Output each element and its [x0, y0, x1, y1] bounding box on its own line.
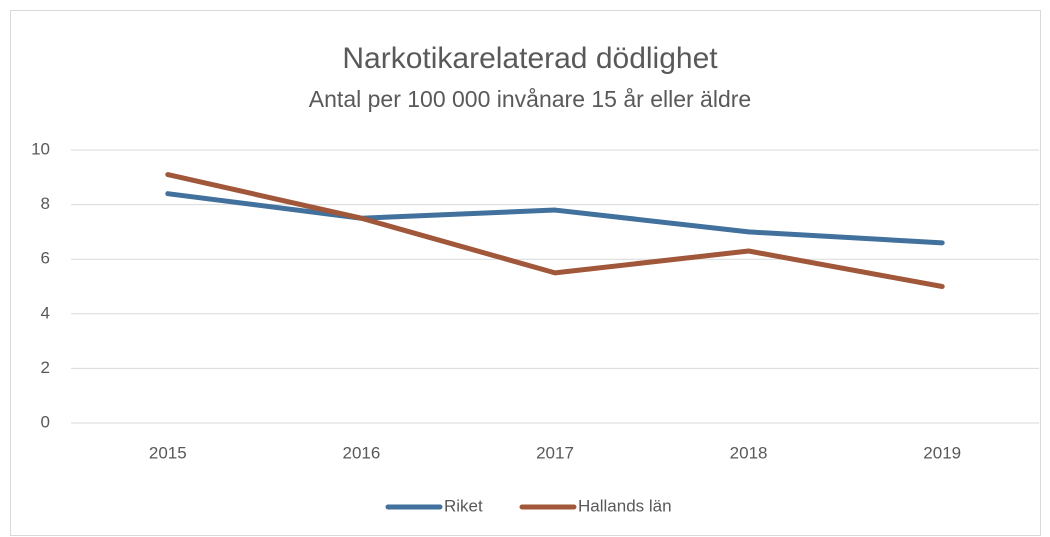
x-tick-label: 2016	[342, 443, 380, 462]
y-tick-label: 6	[41, 249, 50, 268]
chart-subtitle: Antal per 100 000 invånare 15 år eller ä…	[309, 86, 751, 112]
y-tick-label: 10	[31, 139, 50, 158]
chart-title: Narkotikarelaterad dödlighet	[342, 42, 718, 75]
legend-label: Hallands län	[578, 496, 672, 515]
series-line	[165, 172, 945, 289]
legend-label: Riket	[444, 496, 483, 515]
y-tick-label: 4	[41, 303, 50, 322]
y-tick-label: 8	[41, 194, 50, 213]
series-line	[165, 191, 945, 246]
x-tick-label: 2017	[536, 443, 574, 462]
x-tick-label: 2018	[730, 443, 768, 462]
x-tick-label: 2019	[923, 443, 961, 462]
y-tick-label: 0	[41, 412, 50, 431]
y-tick-label: 2	[41, 358, 50, 377]
x-tick-label: 2015	[149, 443, 187, 462]
